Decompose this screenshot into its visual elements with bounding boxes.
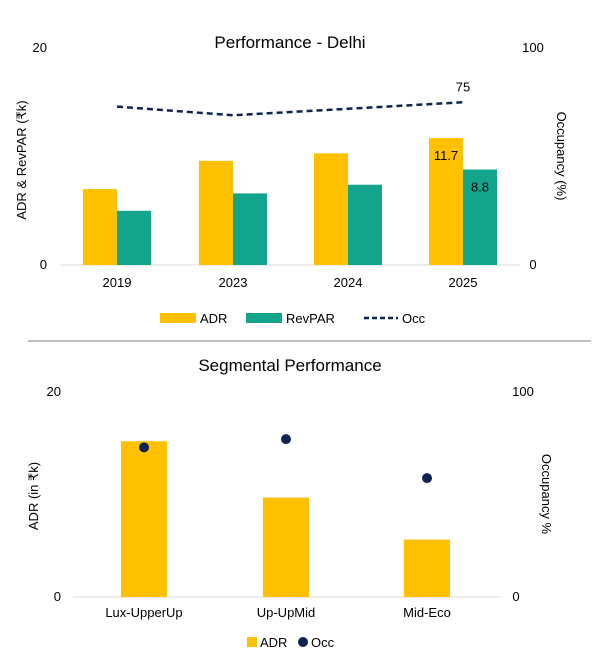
chart2-legend: ADR Occ: [247, 635, 335, 650]
chart1-y2-axis-label: Occupancy (%): [554, 112, 569, 201]
bar-adr-up-upmid: [263, 497, 309, 597]
bar-revpar-2024: [348, 184, 382, 265]
x-tick-2024: 2024: [334, 275, 363, 290]
chart2-occ-points: [139, 434, 432, 484]
chart2-x-ticks: Lux-UpperUp Up-UpMid Mid-Eco: [105, 605, 451, 620]
bar-revpar-2023: [233, 193, 267, 265]
chart2-bars: [121, 441, 450, 597]
bar-revpar-2019: [117, 210, 151, 265]
chart1-occ-line-group: [116, 101, 464, 117]
legend2-label-occ: Occ: [311, 635, 335, 650]
chart-segmental-performance: Segmental Performance 20 0 100 0 ADR (in…: [26, 356, 554, 650]
chart1-y-tick-max: 20: [33, 40, 47, 55]
x-tick-2023: 2023: [219, 275, 248, 290]
bar-adr-2025: [429, 138, 463, 265]
chart-performance-delhi: Performance - Delhi 20 0 100 0 ADR & Rev…: [14, 33, 569, 326]
bar-adr-lux-upperup: [121, 441, 167, 597]
chart2-y-tick-max: 20: [47, 384, 61, 399]
legend2-swatch-adr: [247, 637, 257, 647]
chart1-y2-tick-min: 0: [529, 257, 536, 272]
legend-label-occ: Occ: [402, 311, 426, 326]
chart1-bars: [83, 138, 497, 265]
chart1-y2-tick-max: 100: [522, 40, 544, 55]
chart1-y-tick-min: 0: [40, 257, 47, 272]
chart2-y-axis-label: ADR (in ₹k): [26, 462, 41, 530]
legend-swatch-adr: [160, 313, 196, 323]
legend-label-revpar: RevPAR: [286, 311, 335, 326]
legend-label-adr: ADR: [200, 311, 227, 326]
occ-point-up-upmid: [281, 434, 291, 445]
chart1-y-axis-label: ADR & RevPAR (₹k): [14, 100, 29, 219]
bar-adr-2019: [83, 189, 117, 265]
chart2-y-tick-min: 0: [54, 589, 61, 604]
x-tick-2019: 2019: [103, 275, 132, 290]
chart2-title: Segmental Performance: [198, 356, 381, 375]
bar-revpar-2025: [463, 169, 497, 265]
x-tick-lux-upperup: Lux-UpperUp: [105, 605, 182, 620]
occ-point-mid-eco: [422, 473, 432, 484]
chart1-data-label-adr-2025: 11.7: [434, 148, 458, 163]
chart1-title: Performance - Delhi: [214, 33, 365, 52]
legend-swatch-revpar: [246, 313, 282, 323]
x-tick-mid-eco: Mid-Eco: [403, 605, 451, 620]
chart1-x-ticks: 2019 2023 2024 2025: [103, 275, 478, 290]
x-tick-up-upmid: Up-UpMid: [257, 605, 316, 620]
legend2-label-adr: ADR: [260, 635, 287, 650]
chart1-data-label-revpar-2025: 8.8: [471, 180, 489, 195]
chart2-y2-tick-min: 0: [512, 589, 519, 604]
bar-adr-mid-eco: [404, 539, 450, 597]
chart2-y2-axis-label: Occupancy %: [539, 454, 554, 535]
bar-adr-2023: [199, 160, 233, 265]
chart1-legend: ADR RevPAR Occ: [160, 311, 426, 326]
occ-line: [116, 101, 464, 117]
legend2-swatch-occ: [298, 637, 308, 647]
chart1-data-label-occ-2025: 75: [456, 79, 470, 94]
occ-point-lux-upperup: [139, 442, 149, 453]
bar-adr-2024: [314, 153, 348, 265]
chart2-y2-tick-max: 100: [512, 384, 534, 399]
x-tick-2025: 2025: [449, 275, 478, 290]
